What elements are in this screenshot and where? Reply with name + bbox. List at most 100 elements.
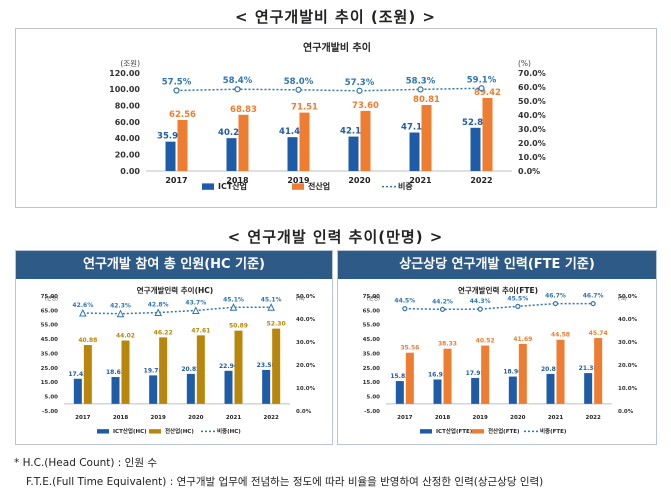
ratio-point [515, 303, 521, 309]
bar-total-value-label: 44.02 [116, 333, 135, 340]
ratio-value-label: 44.5% [394, 298, 415, 305]
bar-ict-value-label: 20.81 [541, 366, 560, 373]
bar-ict [546, 373, 555, 404]
x-tick-label: 2021 [226, 415, 241, 421]
ratio-value-label: 44.2% [432, 298, 453, 305]
y2-tick-label: 0.0% [518, 167, 540, 176]
y2-tick-label: 40.0% [618, 317, 638, 323]
y2-tick-label: 40.0% [518, 111, 546, 120]
y-tick-label: 45.00 [41, 337, 59, 343]
bar-ict [226, 138, 237, 171]
ratio-point [116, 309, 125, 318]
y-tick-label: 25.00 [363, 366, 381, 372]
bar-total-value-label: 71.51 [291, 103, 318, 113]
bar-total [159, 337, 168, 404]
x-tick-label: 2021 [548, 415, 563, 421]
ratio-point [477, 306, 483, 312]
bar-ict-value-label: 18.62 [106, 369, 125, 376]
ratio-point [478, 85, 485, 92]
y-tick-label: 55.00 [41, 323, 59, 329]
y-tick-label: 45.00 [363, 337, 381, 343]
x-tick-label: 2020 [510, 415, 525, 421]
bar-total [299, 112, 310, 171]
y2-tick-label: 10.0% [618, 386, 638, 392]
bar-total [177, 119, 188, 171]
fte-chart: 연구개발인력 추이(FTE) (만명) (%) -5.00 5.00 15.00 25.00… [363, 285, 638, 435]
footnote-hc: * H.C.(Head Count) : 인원 수 [14, 457, 158, 469]
x-tick-label: 2018 [113, 415, 128, 421]
hc-panel-header: 연구개발 참여 총 인원(HC 기준) [16, 251, 332, 279]
bar-ict [287, 137, 298, 171]
legend-label: 전산업(HC) [165, 427, 194, 435]
ratio-point [295, 86, 302, 93]
legend-label: ICT산업(HC) [113, 427, 147, 435]
bar-ict-value-label: 16.93 [428, 371, 447, 378]
ratio-value-label: 42.3% [110, 303, 131, 310]
x-tick-label: 2018 [226, 176, 249, 185]
y2-tick-label: 30.0% [296, 340, 316, 346]
chart-title: 연구개발인력 추이(FTE) [458, 285, 538, 295]
y-tick-label: 55.00 [363, 323, 381, 329]
y2-axis-unit: (%) [618, 296, 627, 302]
bar-ict [470, 127, 481, 171]
ratio-line [176, 87, 482, 92]
footnote-fte: F.T.E.(Full Time Equivalent) : 연구개발 업무에 … [26, 476, 544, 488]
ratio-value-label: 45.5% [507, 295, 528, 302]
bar-ict-value-label: 35.95 [157, 132, 184, 142]
bar-total [482, 97, 493, 171]
ratio-point [267, 303, 275, 311]
x-tick-label: 2017 [397, 415, 412, 421]
ratio-value-label: 58.4% [223, 76, 253, 86]
ratio-line [82, 306, 272, 315]
rd-expense-section-title: < 연구개발비 추이 (조원) > [235, 8, 436, 26]
y-tick-label: 60.00 [115, 118, 141, 127]
ratio-point [552, 300, 559, 307]
bar-ict [111, 377, 120, 404]
bar-ict [433, 379, 442, 404]
bar-total [83, 345, 92, 404]
chart-title: 연구개발비 추이 [303, 41, 371, 54]
legend-label: 전산업(FTE) [488, 427, 520, 435]
bar-ict [224, 370, 233, 404]
bar-total [360, 110, 371, 171]
ratio-value-label: 42.8% [148, 302, 169, 309]
ratio-point [417, 86, 424, 93]
ratio-point [229, 303, 238, 311]
bar-total [481, 345, 490, 404]
rd-personnel-section-title: < 연구개발 인력 추이(만명) > [227, 228, 444, 246]
ratio-point [79, 308, 87, 317]
ratio-value-label: 43.7% [185, 299, 206, 306]
x-tick-label: 2017 [75, 415, 90, 421]
y-tick-label: 15.00 [41, 380, 59, 386]
legend-label: 비중(HC) [217, 427, 241, 435]
legend-label: ICT산업(FTE) [436, 427, 473, 435]
bar-total-value-label: 40.52 [476, 338, 495, 345]
ratio-value-label: 46.7% [545, 293, 566, 300]
bar-ict [471, 378, 480, 404]
x-tick-label: 2019 [151, 415, 166, 421]
bar-ict [584, 373, 593, 404]
bar-ict-value-label: 18.96 [503, 369, 522, 376]
x-tick-label: 2022 [470, 176, 492, 185]
hc-chart-panel: 연구개발 참여 총 인원(HC 기준) 연구개발인력 추이(HC) (만명) (%)… [15, 250, 333, 445]
fte-panel-header: 상근상당 연구개발 인력(FTE 기준) [338, 251, 656, 279]
legend-swatch [420, 429, 432, 434]
y-tick-label: 75.00 [41, 294, 59, 300]
y2-axis-unit: (%) [296, 296, 305, 302]
bar-total-value-label: 62.56 [169, 110, 196, 120]
bar-total-value-label: 80.81 [413, 95, 440, 105]
bar-total [234, 330, 243, 404]
bar-total [518, 343, 527, 404]
y-tick-label: -5.00 [42, 409, 58, 415]
y-tick-label: 35.00 [41, 351, 59, 357]
legend-swatch [292, 183, 304, 190]
y-tick-label: 65.00 [41, 308, 59, 314]
ratio-point [234, 86, 241, 93]
bar-total [421, 105, 432, 171]
bar-total-value-label: 89.42 [474, 88, 501, 98]
legend-swatch [202, 183, 214, 190]
y2-tick-label: 50.0% [296, 294, 316, 300]
y-tick-label: 75.00 [363, 294, 381, 300]
x-tick-label: 2021 [409, 176, 432, 185]
bar-ict [395, 381, 404, 404]
